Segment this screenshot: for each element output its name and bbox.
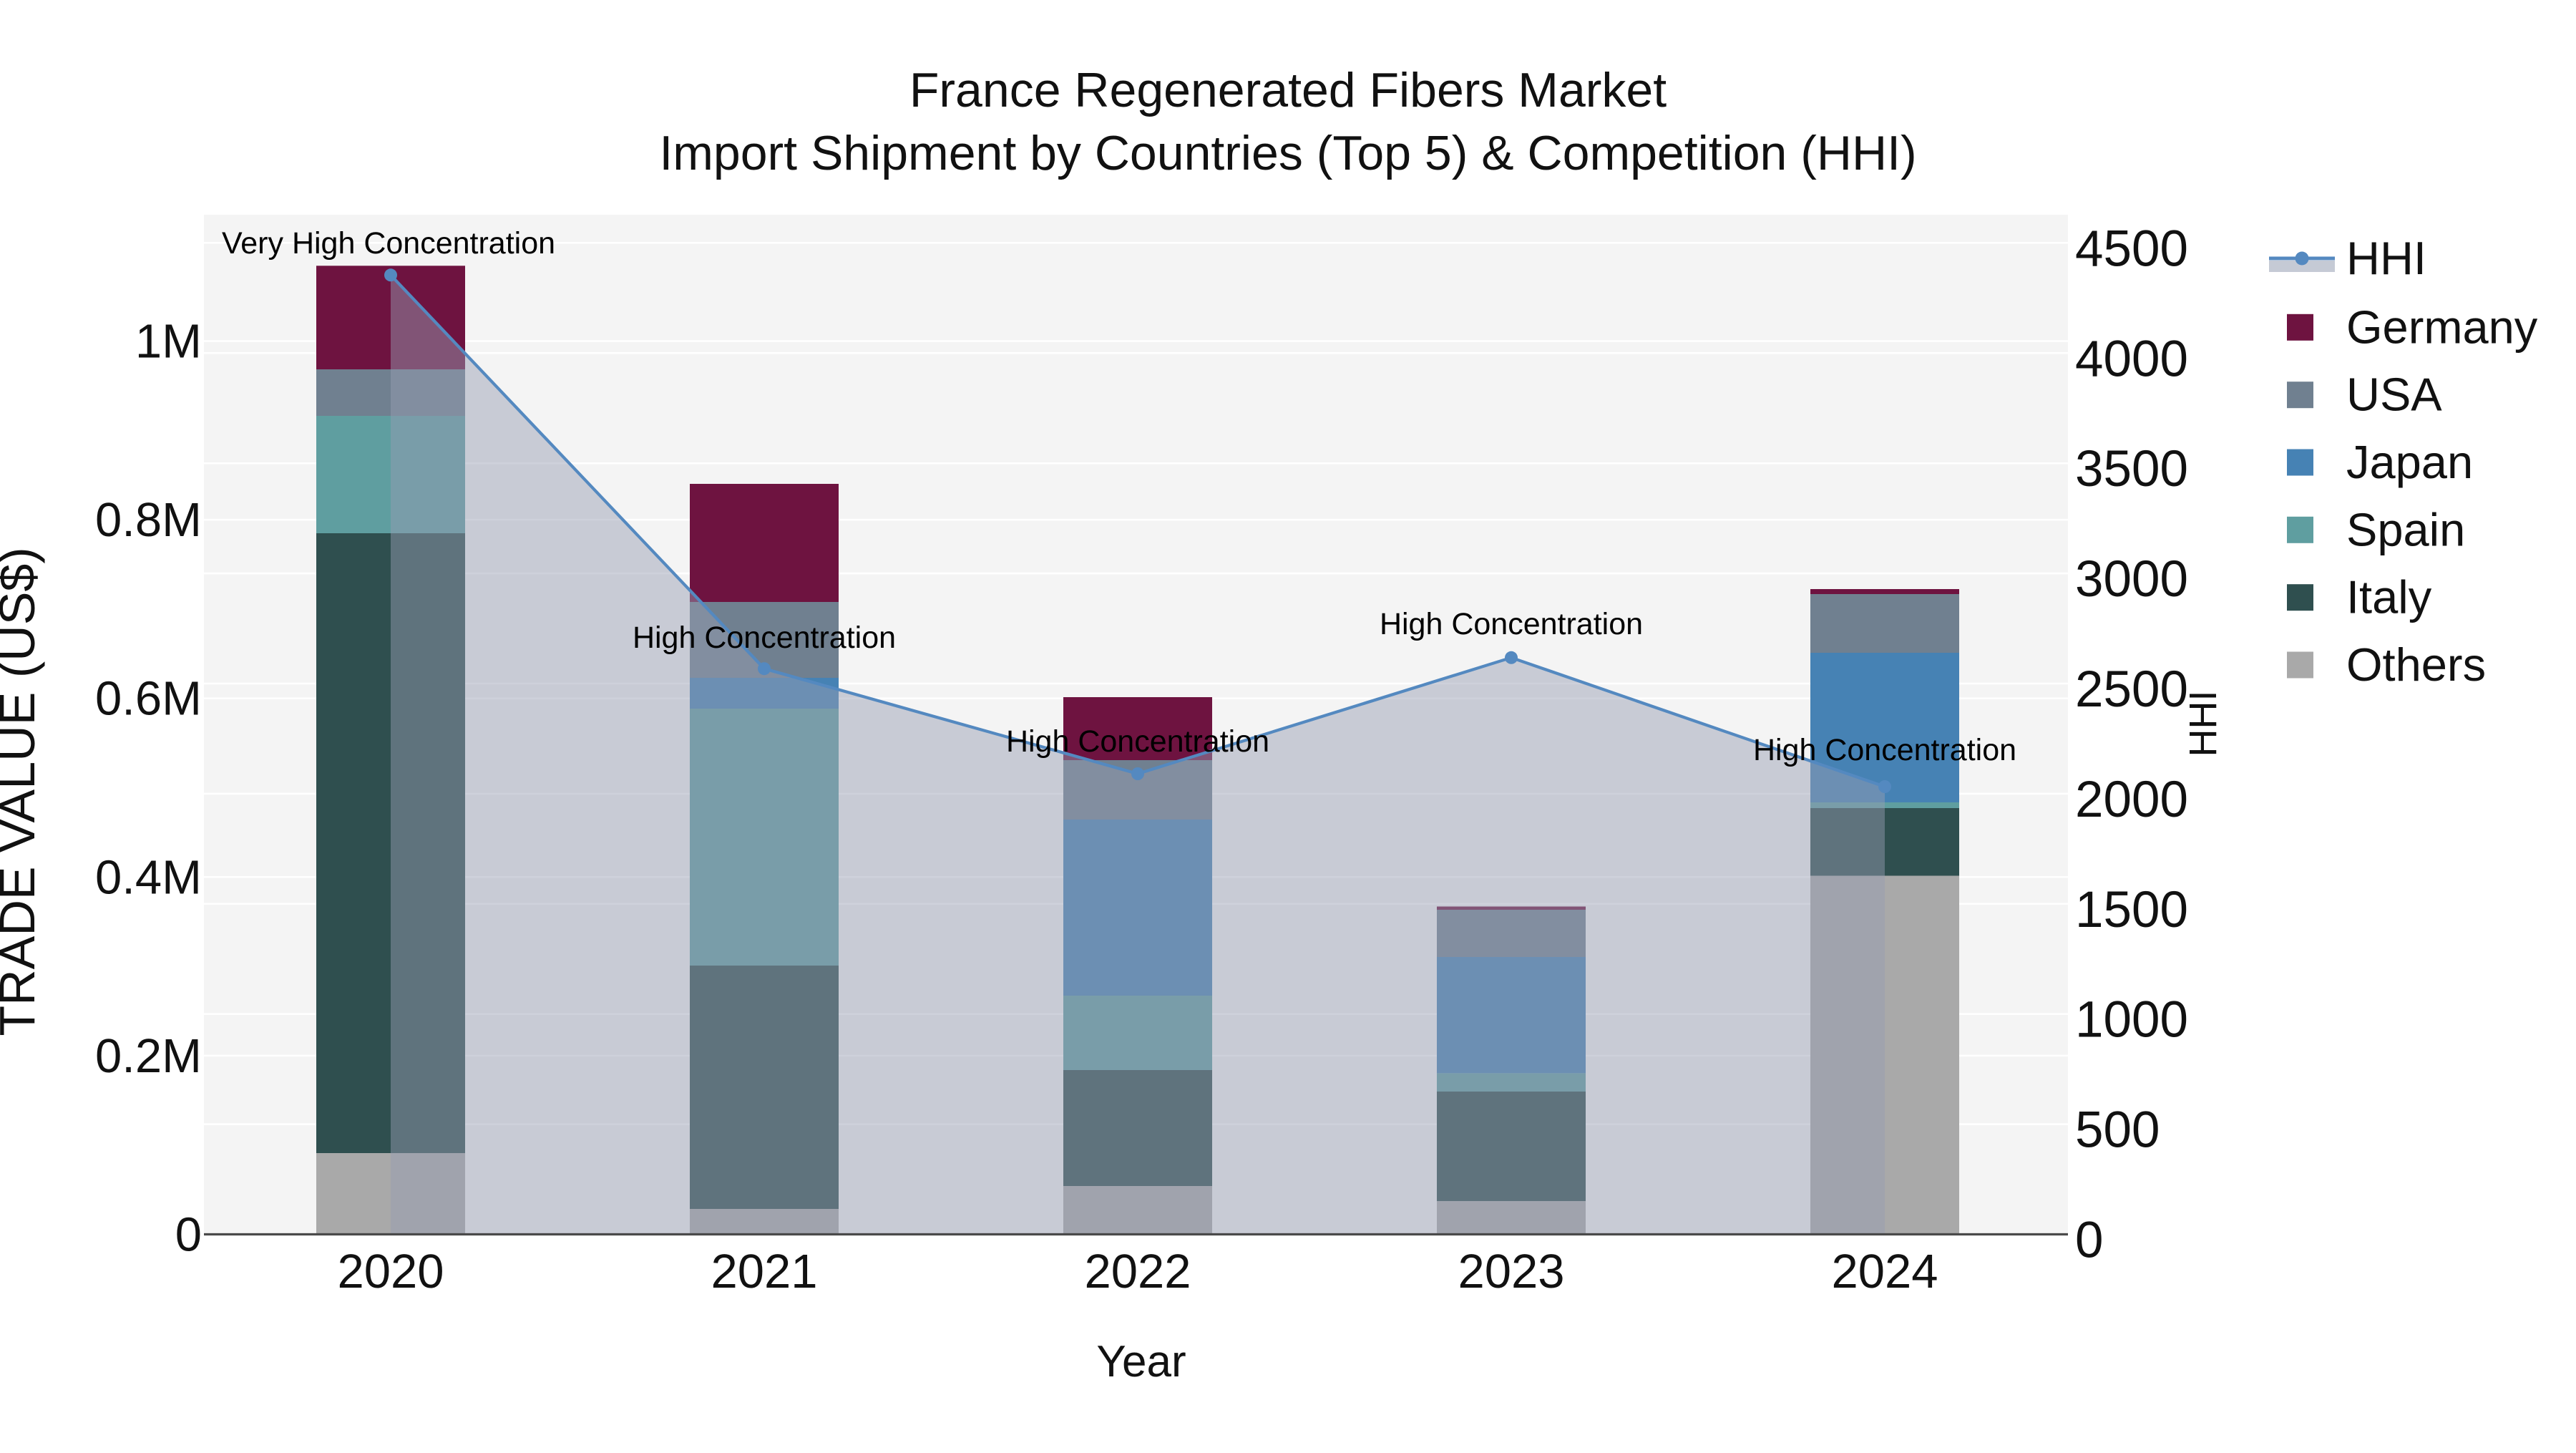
svg-text:4500: 4500: [2075, 220, 2188, 277]
svg-text:2024: 2024: [1831, 1245, 1938, 1298]
svg-text:High Concentration: High Concentration: [1006, 724, 1269, 759]
svg-text:1500: 1500: [2075, 882, 2188, 938]
svg-text:0.4M: 0.4M: [95, 850, 202, 904]
svg-text:2020: 2020: [337, 1245, 444, 1298]
svg-text:3000: 3000: [2075, 551, 2188, 608]
svg-text:HHI: HHI: [2346, 232, 2426, 284]
svg-text:1M: 1M: [135, 315, 202, 369]
svg-text:2022: 2022: [1084, 1245, 1191, 1298]
svg-text:Spain: Spain: [2346, 503, 2465, 555]
svg-text:USA: USA: [2346, 369, 2442, 421]
svg-text:2021: 2021: [711, 1245, 817, 1298]
svg-text:Germany: Germany: [2346, 301, 2538, 353]
svg-text:1000: 1000: [2075, 992, 2188, 1049]
svg-text:TRADE VALUE (US$): TRADE VALUE (US$): [0, 547, 45, 1036]
svg-text:Import Shipment by Countries (: Import Shipment by Countries (Top 5) & C…: [659, 126, 1916, 180]
svg-text:2000: 2000: [2075, 772, 2188, 828]
svg-text:France Regenerated Fibers Mark: France Regenerated Fibers Market: [909, 63, 1667, 117]
svg-text:Italy: Italy: [2346, 571, 2432, 623]
svg-text:500: 500: [2075, 1102, 2160, 1159]
svg-text:2023: 2023: [1458, 1245, 1564, 1298]
svg-text:Very High Concentration: Very High Concentration: [222, 226, 555, 261]
svg-text:High Concentration: High Concentration: [1753, 733, 2016, 767]
svg-text:2500: 2500: [2075, 661, 2188, 718]
svg-text:4000: 4000: [2075, 331, 2188, 387]
svg-text:0: 0: [2075, 1213, 2104, 1269]
svg-text:0: 0: [175, 1208, 202, 1262]
svg-text:0.8M: 0.8M: [95, 493, 202, 547]
svg-text:Year: Year: [1096, 1337, 1186, 1386]
svg-text:Others: Others: [2346, 638, 2486, 691]
svg-text:0.6M: 0.6M: [95, 672, 202, 726]
svg-text:3500: 3500: [2075, 441, 2188, 497]
svg-text:High Concentration: High Concentration: [1380, 607, 1643, 641]
svg-text:High Concentration: High Concentration: [633, 621, 896, 655]
svg-text:0.2M: 0.2M: [95, 1029, 202, 1083]
svg-text:HHI: HHI: [2182, 691, 2225, 757]
svg-text:Japan: Japan: [2346, 436, 2473, 488]
